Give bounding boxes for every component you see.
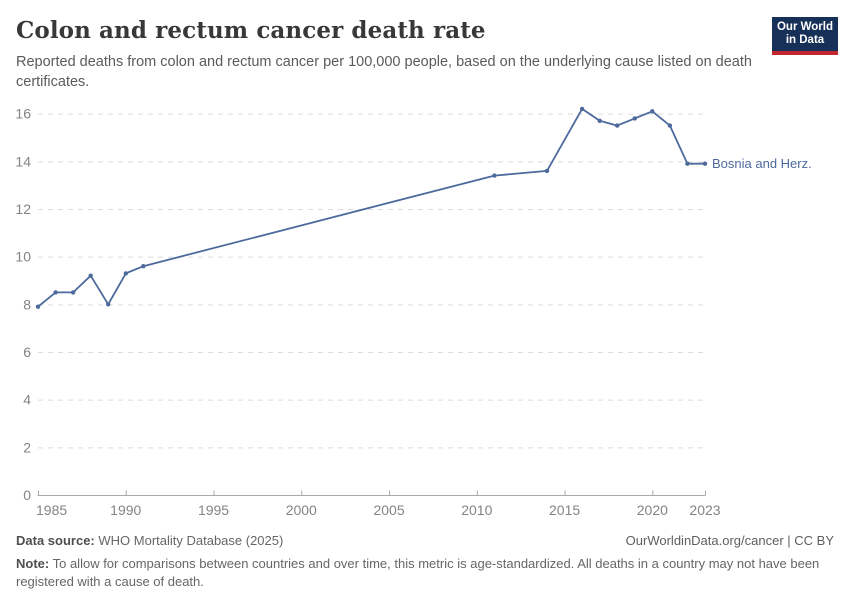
data-point-marker: [685, 161, 690, 166]
data-source-label: Data source:: [16, 533, 95, 548]
y-axis-tick-label: 14: [15, 153, 31, 169]
note-label: Note:: [16, 556, 50, 571]
x-axis-tick-label: 2023: [689, 502, 720, 518]
x-axis-tick-label: 1990: [110, 502, 141, 518]
x-axis-tick-label: 1985: [36, 502, 67, 518]
data-point-marker: [650, 109, 655, 114]
y-axis-tick-label: 16: [15, 106, 31, 122]
y-axis-tick-label: 6: [23, 344, 31, 360]
data-source-value: WHO Mortality Database (2025): [98, 533, 284, 548]
data-point-marker: [544, 168, 550, 174]
data-point-marker: [597, 118, 602, 124]
y-axis-tick-label: 4: [23, 392, 31, 408]
x-axis-tick-label: 2005: [373, 502, 404, 518]
data-point-marker: [667, 123, 673, 128]
series-line: [37, 108, 706, 308]
series-end-label: Bosnia and Herz.: [712, 156, 812, 171]
y-axis-tick-label: 8: [23, 296, 31, 312]
page-title: Colon and rectum cancer death rate: [16, 17, 486, 44]
owid-logo-line1: Our World: [776, 21, 833, 33]
note-value: To allow for comparisons between countri…: [16, 556, 820, 589]
data-point-marker: [492, 173, 497, 178]
data-point-marker: [579, 106, 585, 112]
data-source-line: Data source: WHO Mortality Database (202…: [16, 533, 283, 548]
y-axis-tick-label: 0: [23, 487, 31, 503]
y-axis-tick-label: 12: [15, 201, 31, 217]
chart-subtitle: Reported deaths from colon and rectum ca…: [16, 54, 752, 90]
x-axis-tick-label: 2020: [637, 502, 668, 518]
data-point-marker: [53, 290, 58, 295]
data-point-marker: [70, 290, 76, 295]
x-axis-tick-label: 2015: [549, 502, 580, 518]
data-point-marker: [702, 161, 708, 166]
x-axis-tick-label: 1995: [198, 502, 229, 518]
data-point-marker: [106, 302, 111, 307]
owid-logo[interactable]: Our World in Data: [772, 17, 838, 55]
license-link[interactable]: OurWorldinData.org/cancer | CC BY: [625, 533, 834, 548]
data-point-marker: [35, 304, 41, 309]
data-point-marker: [141, 264, 146, 269]
y-axis-tick-label: 2: [23, 439, 31, 455]
data-point-marker: [88, 273, 93, 278]
footer-note: Note: To allow for comparisons between c…: [16, 555, 834, 591]
x-axis-tick-label: 2000: [286, 502, 317, 518]
owid-logo-line2: in Data: [785, 34, 825, 46]
data-point-marker: [632, 116, 637, 121]
data-point-marker: [615, 123, 620, 128]
y-axis-tick-label: 10: [15, 249, 31, 265]
x-axis-tick-label: 2010: [461, 502, 492, 518]
footer-source-row: Data source: WHO Mortality Database (202…: [16, 533, 834, 548]
data-point-marker: [123, 271, 128, 276]
